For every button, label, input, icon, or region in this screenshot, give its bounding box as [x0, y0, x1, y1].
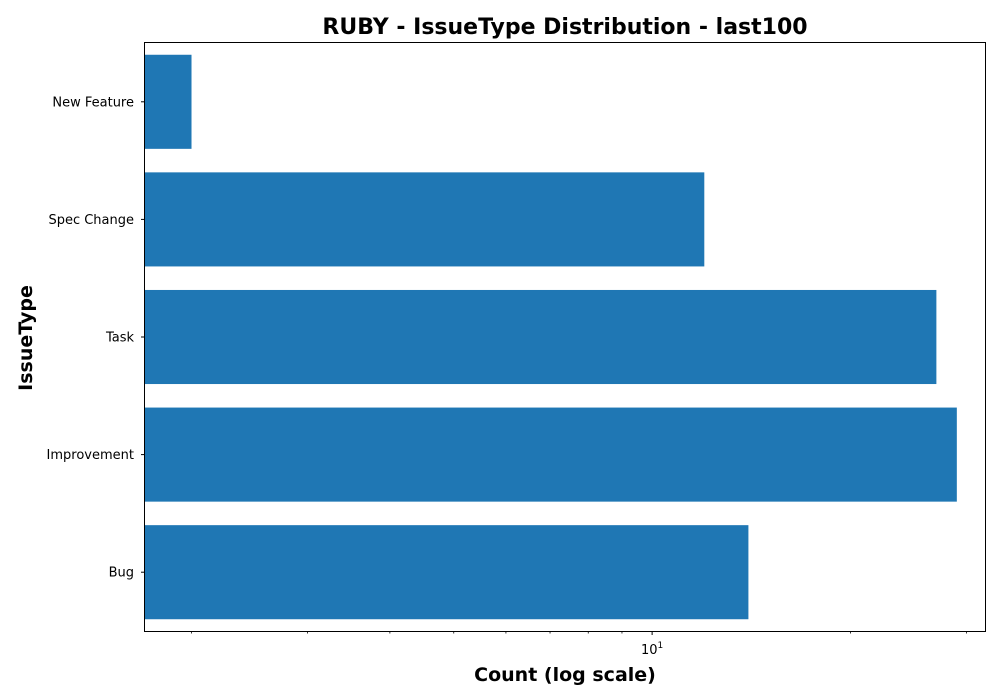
y-tick-label-spec-change: Spec Change: [48, 213, 134, 228]
y-tick-label-task: Task: [105, 331, 135, 346]
x-axis-title: Count (log scale): [474, 664, 656, 686]
chart-title: RUBY - IssueType Distribution - last100: [322, 15, 807, 40]
y-axis-title: IssueType: [15, 285, 37, 391]
y-tick-label-improvement: Improvement: [47, 448, 134, 463]
x-tick-label: 101: [641, 641, 663, 658]
bar-new-feature: [145, 54, 192, 149]
bar-spec-change: [145, 172, 705, 267]
plot-frame: [144, 42, 986, 632]
y-tick-label-new-feature: New Feature: [52, 95, 134, 110]
y-tick-label-bug: Bug: [109, 566, 134, 581]
y-axis-ticks: Bug Improvement Task Spec Change New Feature: [47, 95, 145, 581]
bar-bug: [145, 525, 749, 620]
x-axis-ticks: 101: [191, 631, 967, 658]
bars-group: [145, 54, 957, 620]
bar-task: [145, 289, 937, 385]
bar-improvement: [145, 407, 957, 502]
